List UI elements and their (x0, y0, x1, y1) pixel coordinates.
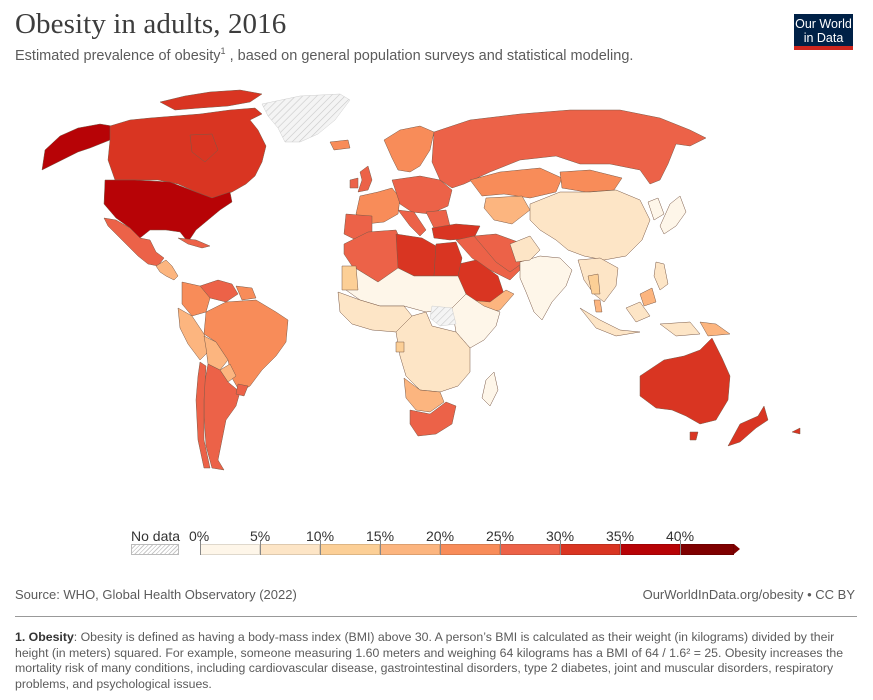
legend-bin-25-30[interactable] (500, 544, 560, 555)
country-iceland[interactable] (329, 139, 351, 151)
world-map (41, 89, 801, 471)
country-south-africa[interactable] (409, 401, 457, 437)
legend-tick-label: 35% (606, 528, 635, 544)
country-uruguay[interactable] (235, 383, 249, 397)
legend: No data 0% 5% 10% 15% 20% 25% 30% 35% 40% (0, 520, 873, 565)
country-gabon[interactable] (395, 341, 405, 353)
credit-link[interactable]: OurWorldInData.org/obesity • CC BY (642, 587, 855, 602)
legend-tick (560, 540, 561, 555)
country-guianas[interactable] (235, 285, 257, 301)
footer-divider (15, 616, 857, 617)
subtitle-text-rest: , based on general population surveys an… (225, 47, 634, 64)
logo-accent-bar (794, 46, 853, 50)
country-png[interactable] (699, 321, 731, 337)
legend-bin-40-plus[interactable] (680, 544, 734, 555)
country-russia[interactable] (431, 109, 707, 189)
country-mexico[interactable] (103, 217, 165, 267)
country-kazakhstan[interactable] (469, 167, 563, 199)
logo-line2: in Data (803, 30, 844, 45)
legend-tick (440, 540, 441, 555)
subtitle-text: Estimated prevalence of obesity (15, 47, 221, 64)
country-thailand[interactable] (587, 273, 601, 295)
chart-subtitle: Estimated prevalence of obesity1 , based… (15, 46, 633, 64)
footnote: 1. Obesity: Obesity is defined as having… (15, 630, 860, 692)
country-china[interactable] (529, 189, 651, 261)
legend-bin-20-25[interactable] (440, 544, 500, 555)
country-indonesia[interactable] (579, 301, 701, 337)
country-chile[interactable] (195, 361, 211, 469)
country-central-america[interactable] (155, 259, 179, 281)
legend-bin-35-40[interactable] (620, 544, 680, 555)
legend-bin-5-10[interactable] (260, 544, 320, 555)
logo-line1: Our World (795, 16, 852, 31)
legend-tick (680, 540, 681, 555)
country-malaysia[interactable] (593, 287, 657, 313)
country-philippines[interactable] (653, 261, 669, 291)
country-mongolia[interactable] (559, 169, 623, 193)
country-egypt[interactable] (433, 241, 463, 277)
country-libya[interactable] (395, 233, 437, 277)
footnote-ref[interactable]: 1 (220, 46, 226, 56)
legend-tick (380, 540, 381, 555)
country-korea-japan[interactable] (647, 195, 687, 235)
legend-bin-30-35[interactable] (560, 544, 620, 555)
legend-tick (500, 540, 501, 555)
country-central-africa[interactable] (395, 311, 471, 393)
country-canada-arctic[interactable] (159, 89, 263, 111)
legend-tick-label: 15% (366, 528, 395, 544)
country-peru[interactable] (177, 307, 211, 361)
legend-bin-10-15[interactable] (320, 544, 380, 555)
country-central-europe[interactable] (391, 175, 453, 215)
country-new-zealand[interactable] (727, 405, 769, 447)
country-mauritania[interactable] (341, 265, 359, 291)
legend-tick (620, 540, 621, 555)
legend-no-data-swatch[interactable] (131, 544, 179, 555)
legend-tick (260, 540, 261, 555)
legend-tick-label: 25% (486, 528, 515, 544)
country-india[interactable] (519, 255, 573, 321)
country-alaska[interactable] (41, 123, 113, 171)
country-caribbean[interactable] (177, 237, 211, 249)
legend-no-data-label: No data (131, 528, 181, 544)
legend-tick (200, 540, 201, 555)
country-greenland[interactable] (261, 93, 351, 143)
owid-logo[interactable]: Our World in Data (794, 14, 853, 50)
legend-open-end-arrow (734, 544, 740, 554)
footnote-label: 1. Obesity (15, 630, 74, 644)
country-scandinavia[interactable] (383, 125, 435, 173)
legend-tick-label: 10% (306, 528, 335, 544)
country-australia[interactable] (639, 337, 731, 425)
country-ireland[interactable] (349, 177, 359, 189)
country-argentina[interactable] (203, 363, 241, 471)
footnote-text: : Obesity is defined as having a body-ma… (15, 630, 844, 691)
legend-tick-label: 20% (426, 528, 455, 544)
chart-title: Obesity in adults, 2016 (15, 8, 287, 40)
legend-tick (320, 540, 321, 555)
legend-tick-label: 40% (666, 528, 695, 544)
country-madagascar[interactable] (481, 371, 499, 407)
legend-bin-0-5[interactable] (200, 544, 260, 555)
legend-tick-label: 0% (189, 528, 210, 544)
country-namibia-botswana[interactable] (403, 377, 445, 413)
country-tasmania[interactable] (689, 431, 699, 441)
country-canada[interactable] (107, 107, 267, 199)
legend-tick-label: 30% (546, 528, 575, 544)
country-central-asia[interactable] (483, 195, 531, 225)
country-fiji[interactable] (791, 427, 801, 435)
country-sudan-nodata[interactable] (429, 305, 457, 327)
legend-bin-15-20[interactable] (380, 544, 440, 555)
legend-tick-label: 5% (250, 528, 271, 544)
country-uk[interactable] (357, 165, 373, 193)
source-text: Source: WHO, Global Health Observatory (… (15, 587, 297, 602)
country-pakistan-afghan[interactable] (509, 235, 541, 263)
